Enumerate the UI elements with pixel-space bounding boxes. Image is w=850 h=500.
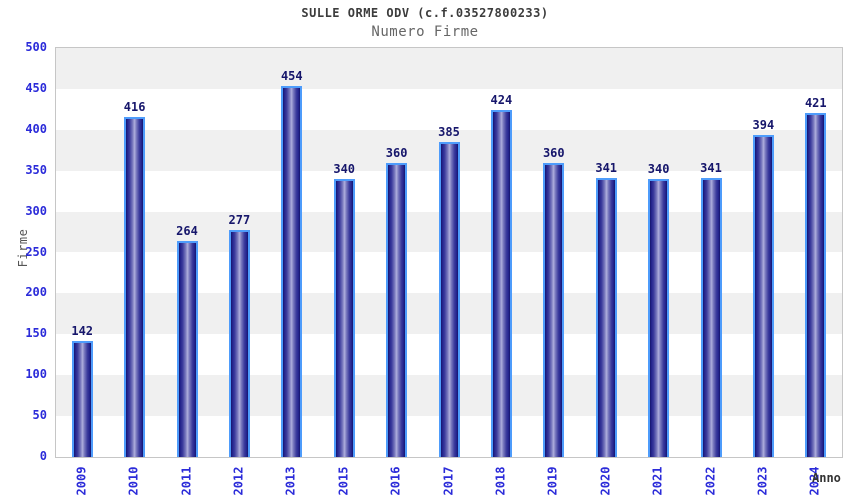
x-tick-label: 2009 <box>74 466 89 496</box>
x-tick-slot: 2012 <box>212 462 264 500</box>
y-tick-label: 50 <box>32 408 47 423</box>
bar-value-label: 341 <box>595 161 618 176</box>
bar-value-label: 264 <box>176 224 198 239</box>
x-tick-label: 2016 <box>388 466 403 496</box>
x-tick-slot: 2009 <box>55 462 107 500</box>
x-tick-label: 2019 <box>545 466 560 496</box>
bar <box>386 162 408 457</box>
x-tick-slot: 2019 <box>527 462 579 500</box>
bar-value-label: 421 <box>804 95 827 110</box>
x-tick-slot: 2017 <box>422 462 474 500</box>
x-tick-slot: 2011 <box>160 462 212 500</box>
y-tick-label: 250 <box>25 244 47 259</box>
bar <box>752 134 774 457</box>
bar <box>333 178 355 457</box>
bar <box>124 116 146 457</box>
bar-value-label: 394 <box>752 117 775 132</box>
y-tick-label: 500 <box>25 40 47 54</box>
y-tick-label: 400 <box>25 121 47 136</box>
bar <box>176 241 198 457</box>
chart-subtitle: Numero Firme <box>371 24 479 40</box>
y-tick-label: 350 <box>25 162 47 177</box>
x-tick-label: 2021 <box>650 466 665 496</box>
bar <box>438 142 460 457</box>
x-tick-label: 2020 <box>598 466 613 496</box>
bar-value-label: 360 <box>542 145 565 160</box>
bar-value-label: 360 <box>385 145 408 160</box>
y-tick-label: 100 <box>25 367 47 382</box>
bar <box>595 178 617 457</box>
plot-area: 142 416 264 277 454 340 360 385 424 360 341 340 341 3… <box>55 47 843 458</box>
x-tick-label: 2011 <box>178 466 193 496</box>
bar <box>490 110 512 457</box>
bar-value-label: 454 <box>280 68 303 83</box>
x-tick-label: 2013 <box>283 466 298 496</box>
x-tick-label: 2015 <box>336 466 351 496</box>
bar-value-label: 424 <box>490 93 513 108</box>
x-tick-slot: 2022 <box>684 462 736 500</box>
x-tick-label: 2023 <box>755 466 770 496</box>
x-tick-slot: 2010 <box>107 462 159 500</box>
x-tick-slot: 2016 <box>369 462 421 500</box>
bar-value-label: 341 <box>700 161 722 176</box>
x-tick-slot: 2023 <box>736 462 788 500</box>
y-tick-label: 450 <box>25 80 47 95</box>
y-tick-label: 150 <box>25 326 47 341</box>
bar-value-label: 385 <box>438 125 460 140</box>
y-tick-label: 300 <box>25 203 47 218</box>
bar <box>700 178 722 457</box>
x-tick-slot: 2013 <box>265 462 317 500</box>
bar <box>228 230 250 457</box>
chart-title: SULLE ORME ODV (c.f.03527800233) <box>301 6 549 20</box>
grid-band <box>56 88 842 130</box>
bar <box>281 85 303 457</box>
x-tick-slot: 2021 <box>631 462 683 500</box>
bar-value-label: 340 <box>647 161 670 176</box>
x-tick-label: 2022 <box>702 466 717 496</box>
x-tick-slot: 2018 <box>474 462 526 500</box>
bar-value-label: 416 <box>123 99 146 114</box>
y-tick-label: 200 <box>25 285 47 300</box>
bar <box>543 162 565 457</box>
x-tick-label: 2012 <box>231 466 246 496</box>
x-axis-label: Anno <box>812 471 841 485</box>
x-tick-label: 2017 <box>440 466 455 496</box>
bar <box>648 178 670 457</box>
y-tick-label: 0 <box>39 449 47 463</box>
bar <box>805 112 827 457</box>
bar-value-label: 277 <box>228 213 251 228</box>
x-tick-label: 2018 <box>493 466 508 496</box>
x-tick-slot: 2020 <box>579 462 631 500</box>
bar <box>71 340 93 457</box>
bar-value-label: 340 <box>333 161 356 176</box>
x-tick-label: 2010 <box>126 466 141 496</box>
bar-value-label: 142 <box>71 323 94 338</box>
grid-band <box>56 48 842 89</box>
x-tick-slot: 2015 <box>317 462 369 500</box>
